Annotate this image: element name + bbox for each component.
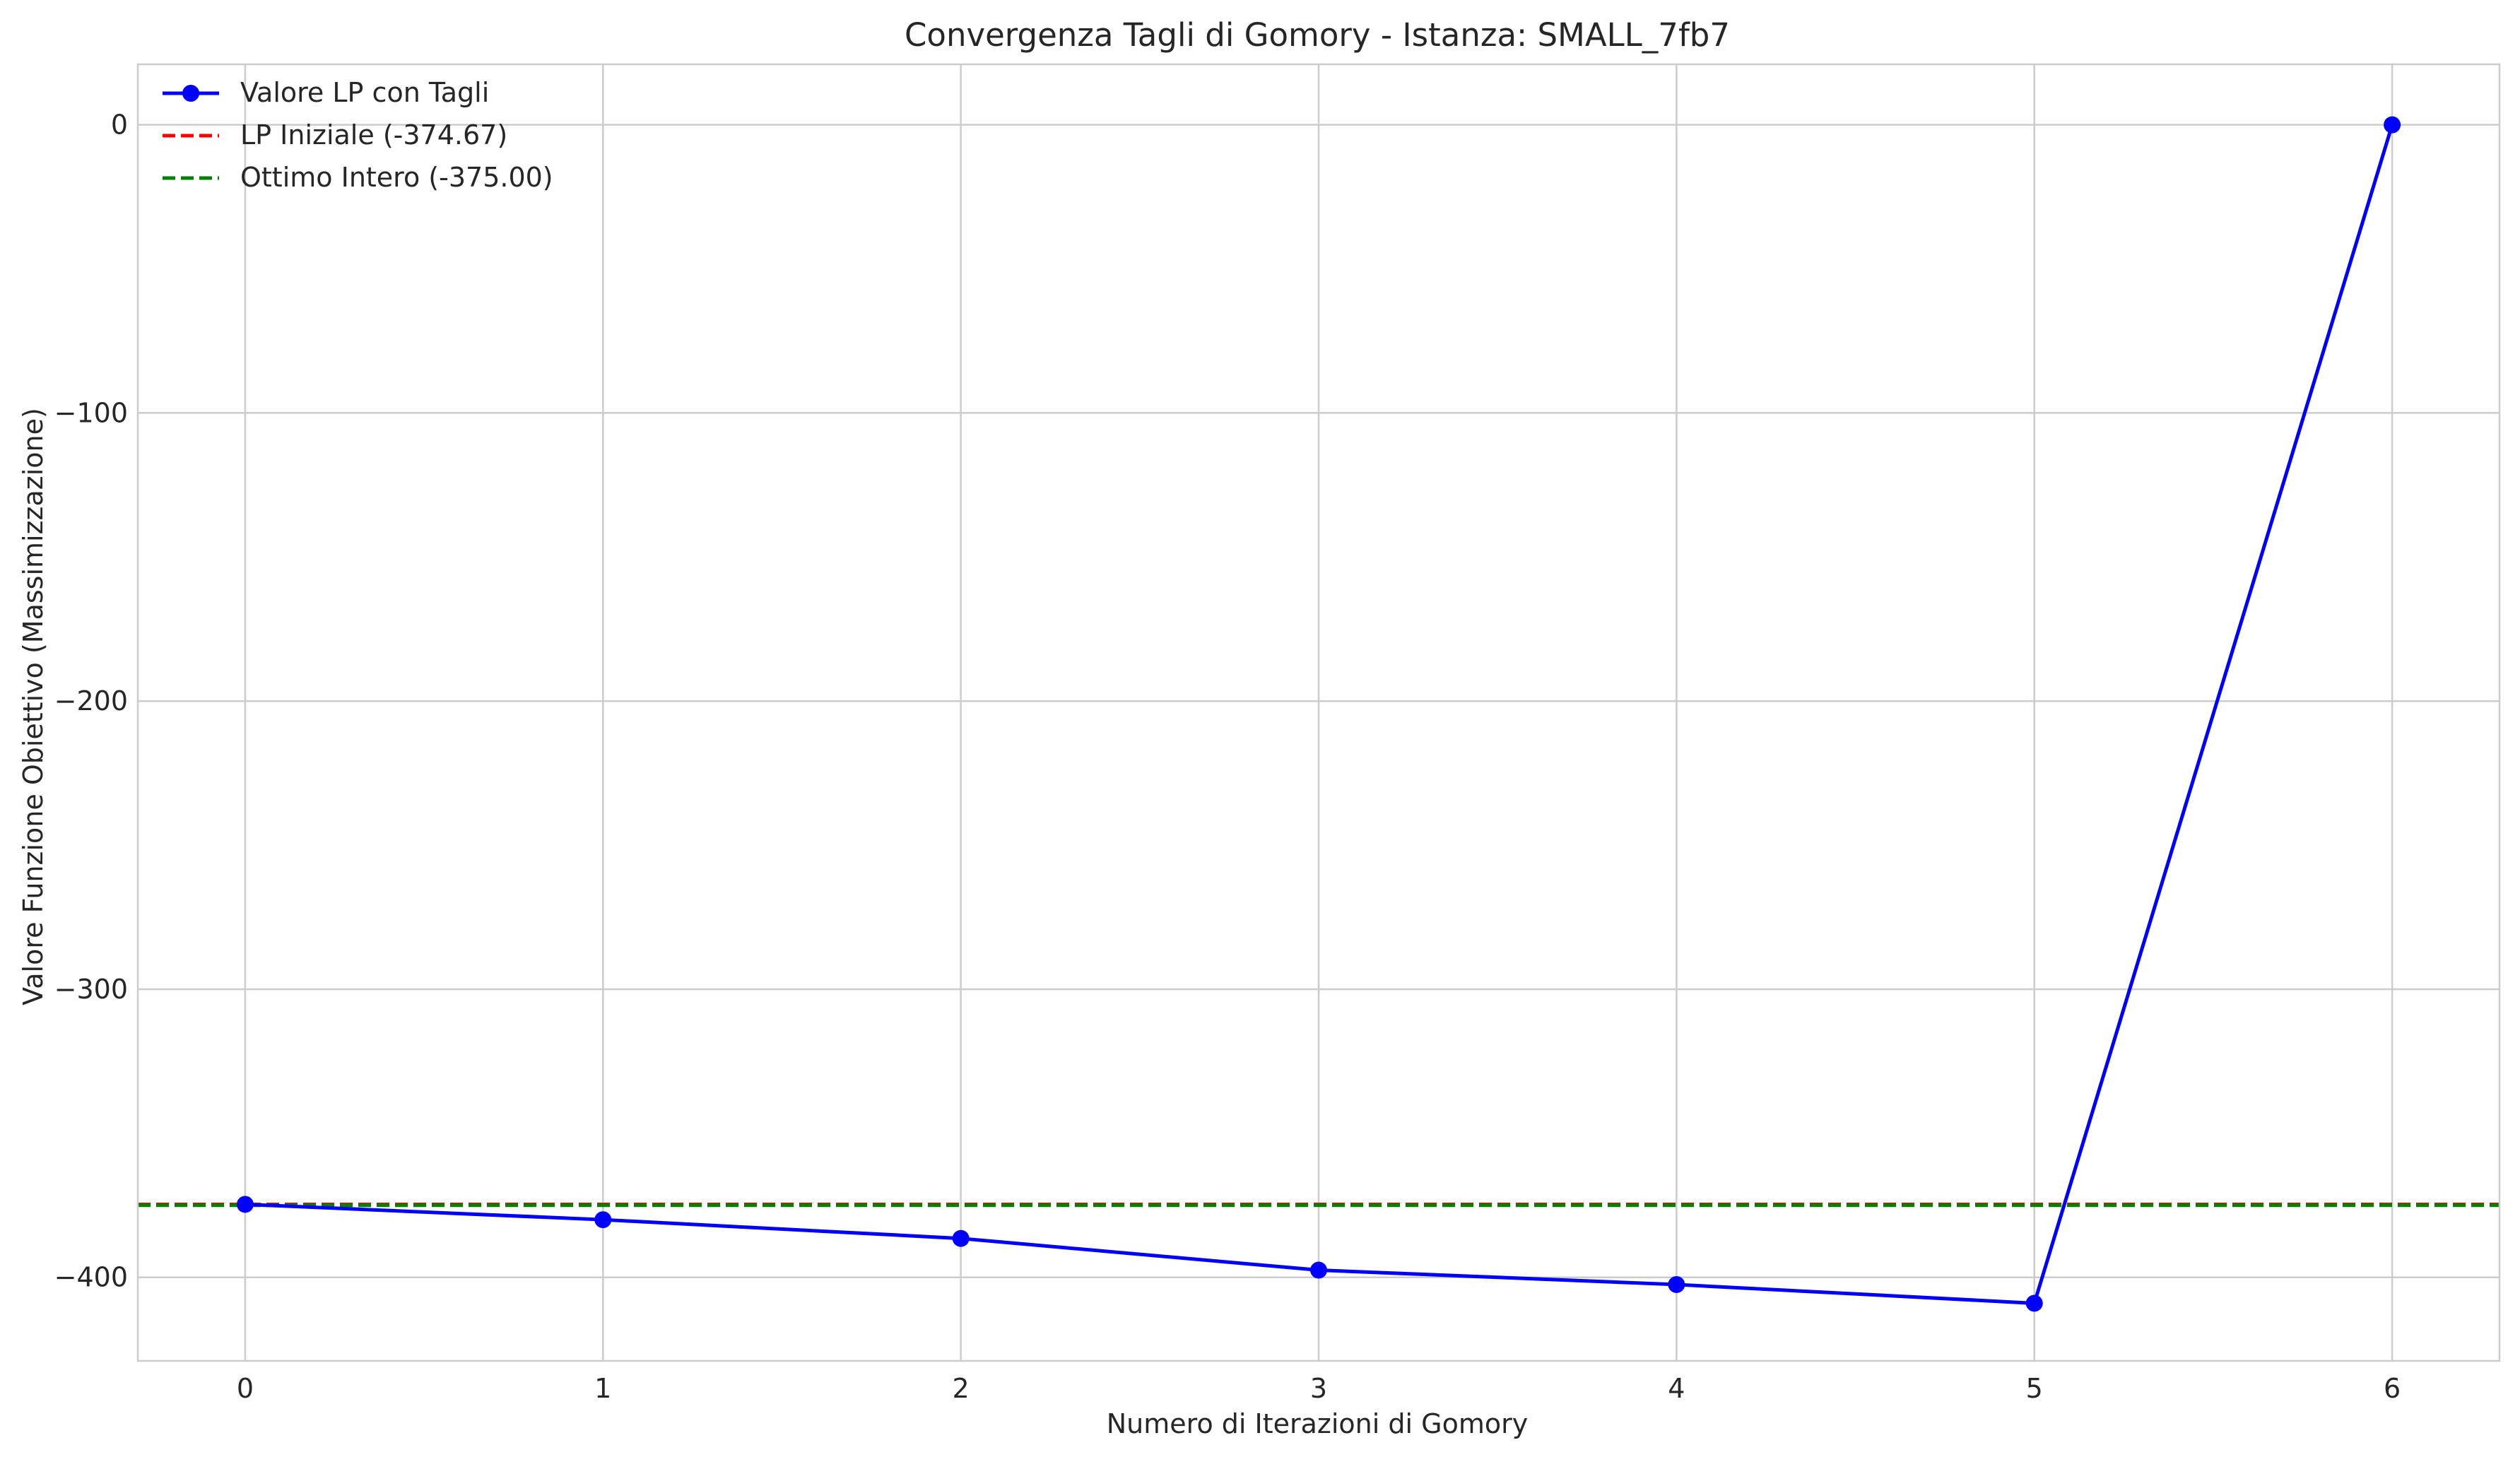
legend-label-series: Valore LP con Tagli	[240, 77, 489, 108]
data-point	[952, 1229, 970, 1247]
plot-area	[136, 63, 2501, 1362]
y-tick-label: −300	[54, 974, 128, 1005]
legend-label-reference-1: Ottimo Intero (-375.00)	[240, 162, 553, 193]
data-point	[594, 1211, 612, 1229]
y-tick-label: −100	[54, 397, 128, 428]
data-point	[236, 1196, 254, 1213]
legend-label-reference-0: LP Iniziale (-374.67)	[240, 119, 507, 151]
x-tick-label: 6	[2384, 1373, 2401, 1404]
plot-frame	[136, 63, 2501, 1362]
data-point	[2384, 116, 2401, 134]
chart-title: Convergenza Tagli di Gomory - Istanza: S…	[905, 16, 1730, 54]
y-tick-label: −400	[54, 1262, 128, 1293]
x-tick-label: 5	[2026, 1373, 2043, 1404]
data-point	[2025, 1294, 2043, 1312]
x-tick-label: 1	[594, 1373, 611, 1404]
x-axis-ticks: 0 1 2 3 4 5 6	[237, 1373, 2401, 1404]
x-tick-label: 0	[237, 1373, 254, 1404]
reference-lines	[138, 1202, 2500, 1208]
y-tick-label: −200	[54, 685, 128, 716]
x-axis-label: Numero di Iterazioni di Gomory	[1107, 1408, 1528, 1439]
x-tick-label: 4	[1668, 1373, 1685, 1404]
y-axis-label: Valore Funzione Obiettivo (Massimizzazio…	[18, 408, 49, 1005]
legend-marker-series	[182, 85, 199, 102]
x-tick-label: 3	[1310, 1373, 1327, 1404]
legend: Valore LP con Tagli LP Iniziale (-374.67)…	[163, 77, 553, 193]
data-point	[1668, 1275, 1685, 1293]
data-point	[1310, 1261, 1327, 1279]
y-axis-ticks: 0 −100 −200 −300 −400	[54, 110, 128, 1293]
x-tick-label: 2	[953, 1373, 970, 1404]
series-layer	[236, 116, 2401, 1312]
y-tick-label: 0	[111, 110, 128, 141]
